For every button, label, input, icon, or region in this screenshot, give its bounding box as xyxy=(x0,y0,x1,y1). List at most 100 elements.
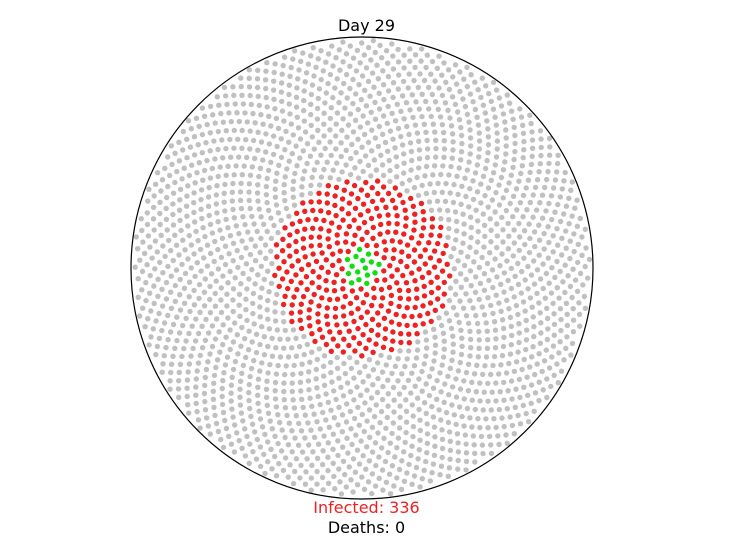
susceptible-dot xyxy=(183,315,189,322)
susceptible-dot xyxy=(407,58,413,64)
susceptible-dot xyxy=(443,180,449,187)
susceptible-dot xyxy=(184,377,191,383)
susceptible-dot xyxy=(494,138,501,144)
susceptible-dot xyxy=(170,222,177,228)
infected-dot xyxy=(370,235,376,241)
susceptible-dot xyxy=(266,113,272,120)
susceptible-dot xyxy=(485,150,491,156)
susceptible-dot xyxy=(160,270,166,276)
infected-dot xyxy=(427,255,434,261)
susceptible-dot xyxy=(428,71,434,77)
susceptible-dot xyxy=(430,414,437,420)
susceptible-dot xyxy=(264,60,270,66)
infected-dot xyxy=(390,329,396,335)
susceptible-dot xyxy=(358,96,364,103)
susceptible-dot xyxy=(449,131,456,137)
susceptible-dot xyxy=(222,243,229,249)
susceptible-dot xyxy=(514,207,520,213)
susceptible-dot xyxy=(273,178,279,184)
susceptible-dot xyxy=(516,376,523,383)
susceptible-dot xyxy=(462,175,468,181)
infected-dot xyxy=(386,220,392,226)
susceptible-dot xyxy=(379,369,386,375)
susceptible-dot xyxy=(279,108,286,114)
susceptible-dot xyxy=(419,368,425,375)
susceptible-dot xyxy=(222,417,228,424)
infected-dot xyxy=(352,348,358,354)
susceptible-dot xyxy=(395,86,401,92)
susceptible-dot xyxy=(511,156,517,163)
infected-dot xyxy=(369,302,375,309)
susceptible-dot xyxy=(176,378,182,384)
susceptible-dot xyxy=(484,260,491,267)
susceptible-dot xyxy=(500,325,507,332)
susceptible-dot xyxy=(191,209,197,216)
susceptible-dot xyxy=(311,73,317,79)
susceptible-dot xyxy=(396,391,403,397)
susceptible-dot xyxy=(380,487,386,493)
susceptible-dot xyxy=(533,207,540,213)
susceptible-dot xyxy=(431,163,438,169)
susceptible-dot xyxy=(177,186,184,192)
susceptible-dot xyxy=(179,176,185,182)
susceptible-dot xyxy=(279,71,285,77)
susceptible-dot xyxy=(275,229,281,236)
susceptible-dot xyxy=(338,140,344,146)
susceptible-dot xyxy=(396,425,403,431)
susceptible-dot xyxy=(525,286,531,292)
susceptible-dot xyxy=(475,87,481,93)
susceptible-dot xyxy=(174,168,180,175)
susceptible-dot xyxy=(235,136,241,142)
susceptible-dot xyxy=(330,460,336,466)
susceptible-dot xyxy=(318,174,325,180)
susceptible-dot xyxy=(176,158,183,164)
infected-dot xyxy=(436,258,442,264)
susceptible-dot xyxy=(476,146,483,152)
infected-dot xyxy=(316,303,322,309)
susceptible-dot xyxy=(235,264,241,271)
susceptible-dot xyxy=(255,376,262,382)
susceptible-dot xyxy=(402,363,408,370)
susceptible-dot xyxy=(216,102,222,108)
susceptible-dot xyxy=(489,197,496,203)
susceptible-dot xyxy=(281,118,287,124)
susceptible-dot xyxy=(175,386,182,392)
susceptible-dot xyxy=(225,315,231,321)
susceptible-dot xyxy=(387,491,394,497)
susceptible-dot xyxy=(206,212,212,219)
susceptible-dot xyxy=(414,347,421,353)
susceptible-dot xyxy=(429,470,435,476)
susceptible-dot xyxy=(456,165,462,171)
susceptible-dot xyxy=(574,197,580,203)
susceptible-dot xyxy=(507,351,514,357)
susceptible-dot xyxy=(567,283,574,290)
infected-dot xyxy=(386,284,393,291)
susceptible-dot xyxy=(205,359,211,365)
susceptible-dot xyxy=(470,196,477,203)
susceptible-dot xyxy=(258,112,264,118)
susceptible-dot xyxy=(336,99,342,106)
susceptible-dot xyxy=(492,209,498,215)
susceptible-dot xyxy=(222,362,229,368)
susceptible-dot xyxy=(491,319,498,325)
susceptible-dot xyxy=(272,396,279,402)
susceptible-dot xyxy=(574,288,581,294)
susceptible-dot xyxy=(217,227,223,233)
susceptible-dot xyxy=(273,404,280,410)
susceptible-dot xyxy=(419,476,425,482)
susceptible-dot xyxy=(411,473,418,479)
susceptible-dot xyxy=(529,137,536,143)
susceptible-dot xyxy=(334,110,341,116)
infected-dot xyxy=(374,178,381,184)
susceptible-dot xyxy=(546,239,552,246)
susceptible-dot xyxy=(356,422,362,428)
infected-dot xyxy=(400,199,406,206)
infected-dot xyxy=(404,242,411,248)
susceptible-dot xyxy=(249,213,255,220)
susceptible-dot xyxy=(298,388,304,394)
susceptible-dot xyxy=(222,261,229,268)
susceptible-dot xyxy=(274,327,280,333)
susceptible-dot xyxy=(410,114,416,121)
susceptible-dot xyxy=(219,137,225,143)
susceptible-dot xyxy=(206,184,212,191)
